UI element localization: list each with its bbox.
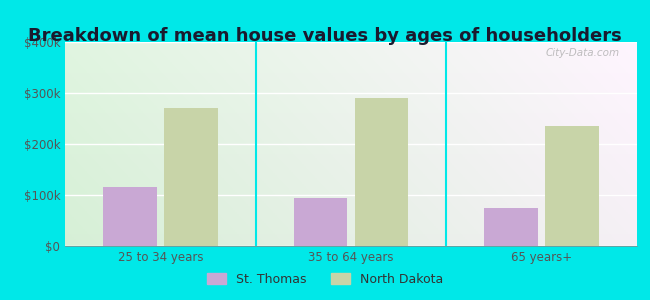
Bar: [545, 126, 599, 246]
Bar: [164, 108, 218, 246]
Text: City-Data.com: City-Data.com: [546, 48, 620, 58]
Bar: [103, 187, 157, 246]
Bar: [355, 98, 408, 246]
Legend: St. Thomas, North Dakota: St. Thomas, North Dakota: [202, 268, 448, 291]
Bar: [294, 197, 347, 246]
Bar: [484, 208, 538, 246]
Text: Breakdown of mean house values by ages of householders: Breakdown of mean house values by ages o…: [28, 27, 622, 45]
